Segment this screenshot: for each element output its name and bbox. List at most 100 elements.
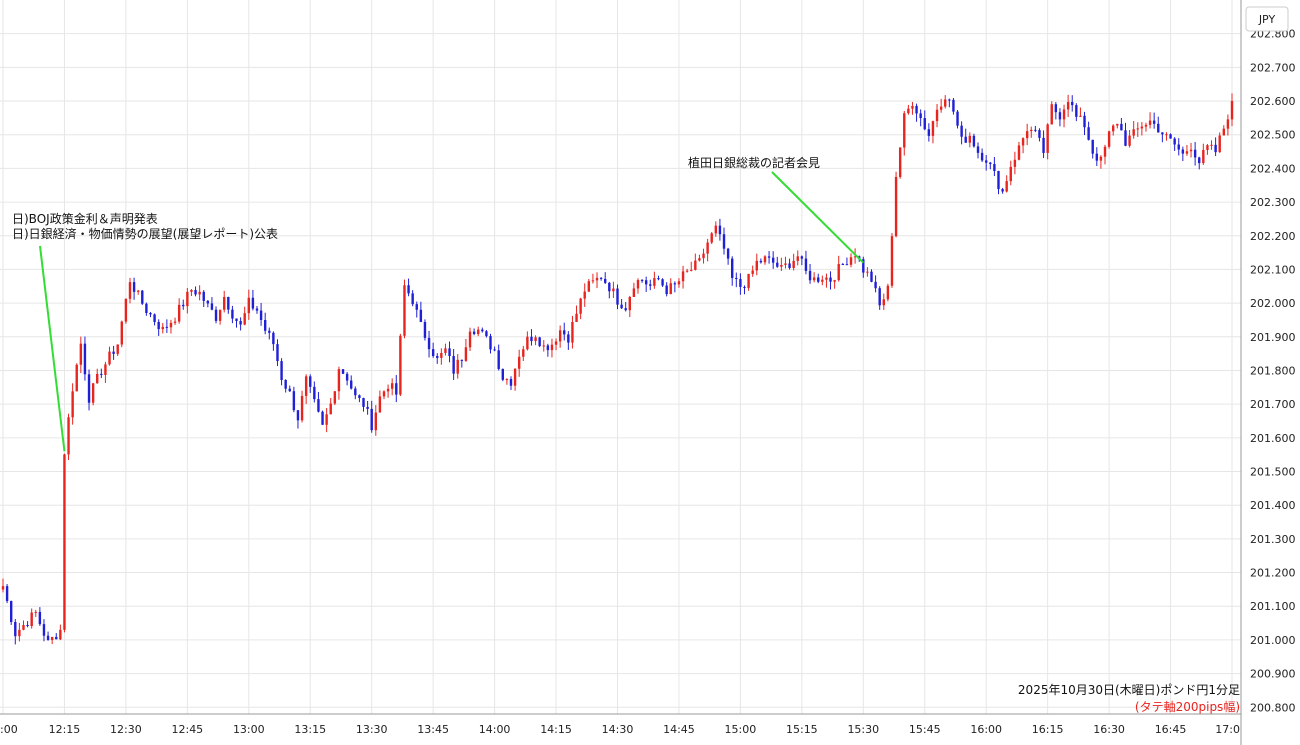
price-tick-label: 201.500 (1250, 466, 1296, 479)
candle-body (542, 345, 545, 347)
candle-body (239, 320, 242, 325)
candle-body (321, 411, 324, 425)
candle-body (669, 283, 672, 295)
time-tick-label: 12:30 (110, 723, 142, 736)
candle-body (42, 624, 46, 636)
price-tick-label: 202.000 (1250, 297, 1296, 310)
candle-body (71, 391, 74, 418)
candle-body (1009, 166, 1012, 182)
time-tick-label: 14:45 (663, 723, 695, 736)
candle-body (567, 334, 570, 343)
candle-body (276, 344, 279, 362)
time-tick-label: 16:00 (970, 723, 1002, 736)
candle-body (157, 321, 160, 330)
candle-body (149, 313, 152, 315)
candle-body (395, 383, 398, 395)
price-tick-label: 202.500 (1250, 129, 1296, 142)
time-tick-label: 17:0 (1215, 723, 1240, 736)
candle-body (341, 369, 345, 374)
candle-body (227, 296, 230, 310)
candle-body (1132, 129, 1135, 136)
candle-body (431, 349, 435, 357)
candle-body (5, 586, 9, 602)
candle-body (640, 280, 644, 282)
candle-body (1054, 104, 1058, 113)
candle-body (997, 170, 1000, 190)
time-tick-label: 13:45 (417, 723, 449, 736)
candle-body (317, 399, 320, 412)
candle-body (1152, 120, 1156, 124)
candle-body (898, 147, 902, 177)
time-tick-label: 14:00 (479, 723, 511, 736)
candle-body (55, 636, 58, 640)
candle-body (255, 308, 259, 311)
time-tick-label: 16:15 (1032, 723, 1064, 736)
candle-body (235, 318, 238, 321)
candle-body (763, 256, 767, 263)
candle-body (694, 260, 697, 270)
candle-body (309, 376, 312, 387)
candle-body (194, 289, 197, 295)
candle-body (296, 410, 300, 421)
candle-body (538, 337, 541, 347)
candle-body (1071, 101, 1074, 106)
candle-body (251, 297, 255, 309)
caption-subtitle: (タテ軸200pips幅) (1134, 700, 1240, 714)
candle-body (1005, 181, 1008, 192)
candle-body (272, 332, 275, 345)
candle-body (526, 336, 529, 350)
candle-body (935, 109, 939, 122)
candle-body (22, 625, 25, 630)
candle-body (489, 336, 492, 350)
candle-body (706, 242, 709, 254)
price-tick-label: 202.100 (1250, 263, 1296, 276)
candle-body (882, 299, 885, 306)
candle-body (1075, 105, 1078, 117)
candle-body (378, 396, 382, 413)
candle-body (104, 364, 107, 375)
candle-body (780, 264, 783, 267)
candle-body (67, 417, 70, 455)
candle-body (30, 612, 33, 627)
candle-body (386, 388, 390, 392)
candle-body (173, 321, 177, 323)
candle-body (280, 361, 283, 380)
candle-body (493, 349, 496, 351)
candle-body (247, 297, 250, 314)
candle-body (218, 309, 222, 321)
candle-body (38, 611, 42, 625)
candle-body (1206, 145, 1209, 150)
candle-body (927, 129, 931, 136)
time-tick-label: 16:45 (1155, 723, 1187, 736)
candle-body (579, 298, 582, 314)
candle-body (612, 288, 615, 292)
price-tick-label: 200.900 (1250, 668, 1296, 681)
candle-body (747, 273, 750, 288)
candle-body (1120, 123, 1123, 131)
chart-caption: 2025年10月30日(木曜日)ポンド円1分足 (タテ軸200pips幅) (1018, 681, 1240, 715)
currency-label-box (1245, 6, 1289, 32)
candle-body (1222, 128, 1226, 136)
candle-body (460, 359, 464, 361)
candle-body (980, 152, 984, 161)
candle-body (505, 379, 509, 381)
candle-body (751, 270, 754, 274)
candle-body (739, 279, 742, 287)
candle-body (1017, 145, 1021, 160)
time-tick-label: 13:30 (356, 723, 388, 736)
candle-body (534, 337, 537, 342)
candle-body (677, 281, 681, 285)
candle-body (1013, 159, 1017, 167)
candle-body (223, 296, 226, 310)
candle-body (1021, 138, 1025, 146)
candle-body (866, 271, 869, 273)
candle-body (1050, 104, 1053, 125)
candle-body (1066, 101, 1070, 110)
price-tick-label: 201.100 (1250, 600, 1296, 613)
candle-body (313, 386, 316, 400)
candle-body (608, 282, 611, 292)
candle-body (26, 625, 29, 627)
price-tick-label: 200.800 (1250, 701, 1296, 714)
candle-body (776, 262, 779, 267)
candle-body (116, 344, 119, 354)
